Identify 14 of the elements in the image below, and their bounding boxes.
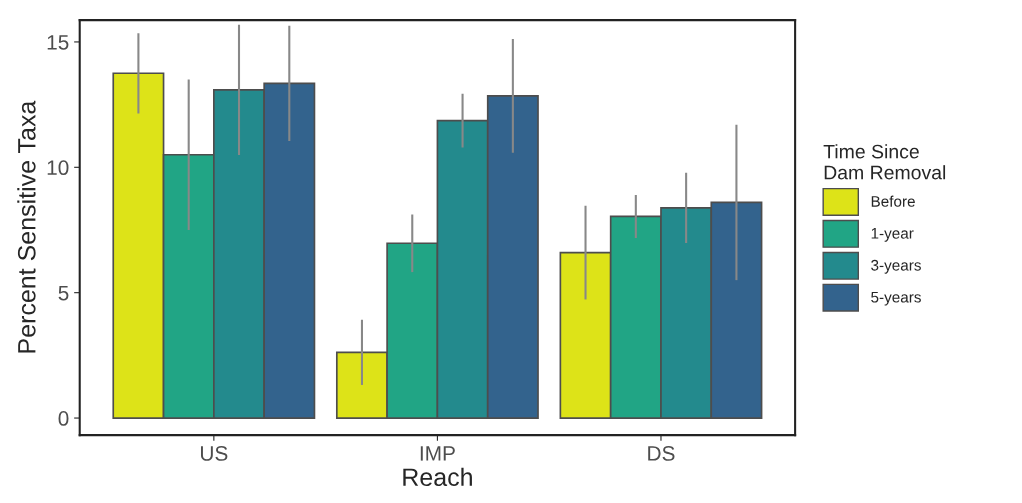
y-tick-label: 15 <box>47 35 69 50</box>
x-tick-label: DS <box>648 446 675 461</box>
legend-label: 5-years <box>871 291 921 306</box>
y-tick-label: 10 <box>47 160 69 176</box>
y-tick-label: 5 <box>58 285 69 301</box>
legend-label: 1-year <box>871 228 914 242</box>
x-tick-label: US <box>200 446 228 461</box>
y-tick-label: 0 <box>58 411 69 426</box>
legend-label: 3-years <box>871 259 921 274</box>
legend-title: Time Since Dam Removal <box>823 144 946 180</box>
legend-label: Before <box>871 195 915 207</box>
y-axis-title: Percent Sensitive Taxa <box>17 100 36 353</box>
x-tick-label: IMP <box>420 446 455 461</box>
x-axis-title: Reach <box>403 467 472 487</box>
